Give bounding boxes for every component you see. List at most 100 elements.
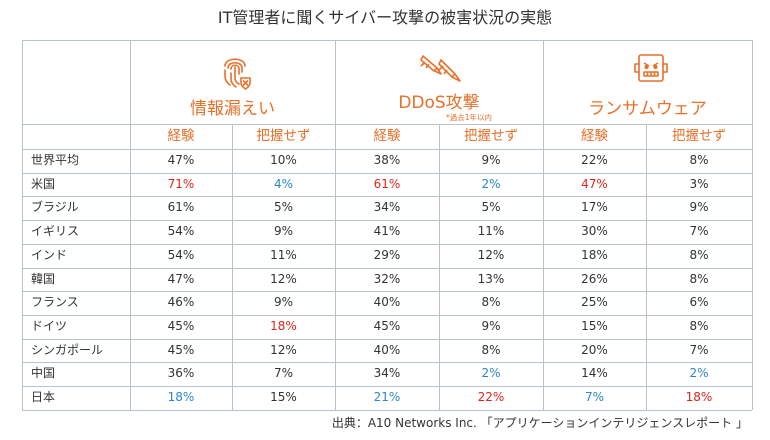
data-cell: 18% [581, 247, 608, 262]
data-cell: 8% [689, 271, 709, 286]
data-cell: 15% [581, 318, 608, 333]
data-cell: 9% [273, 224, 294, 239]
grid-hline [22, 362, 752, 363]
data-cell: 7% [689, 224, 709, 239]
data-cell: 5% [273, 200, 294, 215]
group-header: 情報漏えい [190, 99, 275, 119]
column-header: 経験 [581, 128, 608, 144]
data-cell: 45% [167, 342, 195, 357]
data-cell: 13% [477, 271, 505, 286]
data-cell: 22% [477, 390, 505, 404]
group-note: *過去1年以内 [445, 113, 493, 122]
data-cell: 54% [167, 224, 195, 239]
group-header: DDoS攻撃 [398, 93, 480, 113]
data-cell: 22% [581, 153, 608, 167]
group-header: ランサムウェア [588, 99, 707, 119]
grid-hline [22, 40, 752, 41]
robot-face-icon [628, 52, 674, 90]
data-cell: 2% [481, 176, 501, 191]
grid-vline [232, 124, 233, 410]
grid-hline [22, 124, 752, 125]
data-cell: 2% [481, 366, 501, 381]
data-cell: 9% [481, 318, 501, 333]
grid-hline [22, 291, 752, 292]
row-label: 中国 [31, 366, 56, 381]
data-cell: 12% [477, 247, 505, 262]
grid-hline [22, 386, 752, 387]
data-cell: 9% [689, 200, 709, 215]
data-cell: 12% [270, 342, 297, 357]
data-cell: 18% [167, 390, 195, 404]
data-cell: 7% [689, 342, 709, 357]
chart-title: IT管理者に聞くサイバー攻撃の被害状況の実態 [217, 8, 553, 27]
data-cell: 9% [273, 295, 294, 310]
column-header: 把握せず [464, 128, 518, 144]
grid-hline [22, 244, 752, 245]
grid-hline [22, 410, 752, 411]
data-cell: 4% [273, 176, 294, 191]
fingerprint-shield-icon [213, 52, 259, 94]
grid-vline [752, 40, 753, 410]
grid-vline [335, 40, 336, 410]
grid-hline [22, 196, 752, 197]
data-cell: 7% [273, 366, 294, 381]
column-header: 経験 [373, 128, 401, 144]
data-cell: 11% [477, 224, 505, 239]
data-cell: 45% [373, 318, 401, 333]
row-label: ブラジル [31, 200, 79, 215]
data-cell: 30% [581, 224, 608, 239]
data-cell: 8% [481, 342, 501, 357]
data-cell: 40% [373, 295, 401, 310]
data-cell: 8% [689, 318, 709, 333]
data-cell: 47% [167, 153, 195, 167]
row-label: ドイツ [31, 318, 68, 333]
data-cell: 61% [373, 176, 401, 191]
data-cell: 34% [373, 366, 401, 381]
data-cell: 5% [481, 200, 501, 215]
grid-vline [543, 40, 544, 410]
data-cell: 10% [270, 153, 297, 167]
data-cell: 12% [270, 271, 297, 286]
grid-hline [22, 339, 752, 340]
data-cell: 17% [581, 200, 608, 215]
source-note: 出典：A10 Networks Inc. 「アプリケーションインテリジェンスレポ… [331, 416, 748, 430]
grid-vline [646, 124, 647, 410]
row-label: フランス [31, 295, 79, 310]
data-cell: 8% [689, 153, 709, 167]
data-cell: 71% [167, 176, 195, 191]
data-cell: 14% [581, 366, 608, 381]
column-header: 把握せず [672, 128, 726, 144]
data-cell: 7% [584, 390, 605, 404]
data-cell: 21% [373, 390, 401, 404]
data-cell: 26% [581, 271, 608, 286]
row-label: 韓国 [31, 271, 56, 286]
grid-vline [130, 40, 131, 410]
data-cell: 38% [373, 153, 401, 167]
data-cell: 15% [270, 390, 297, 404]
data-cell: 61% [167, 200, 195, 215]
data-cell: 46% [167, 295, 195, 310]
data-cell: 47% [581, 176, 608, 191]
data-cell: 20% [581, 342, 608, 357]
data-cell: 6% [689, 295, 709, 310]
grid-hline [22, 268, 752, 269]
data-cell: 41% [373, 224, 401, 239]
row-label: シンガポール [31, 342, 104, 357]
data-cell: 18% [270, 318, 297, 333]
row-label: 世界平均 [31, 153, 80, 167]
data-table: 情報漏えい DDoS攻撃 *過去1年以内 ランサムウェア 経験 把握せず 経験 把握せず 経験 把… [22, 40, 753, 411]
row-label: インド [31, 247, 68, 262]
data-cell: 9% [481, 153, 501, 167]
data-cell: 40% [373, 342, 401, 357]
missiles-icon [419, 52, 465, 92]
data-cell: 34% [373, 200, 401, 215]
grid-hline [22, 315, 752, 316]
data-cell: 3% [689, 176, 709, 191]
data-cell: 8% [689, 247, 709, 262]
grid-hline [22, 173, 752, 174]
data-cell: 47% [167, 271, 195, 286]
data-cell: 2% [689, 366, 709, 381]
data-cell: 36% [167, 366, 195, 381]
data-cell: 32% [373, 271, 401, 286]
grid-vline [439, 124, 440, 410]
